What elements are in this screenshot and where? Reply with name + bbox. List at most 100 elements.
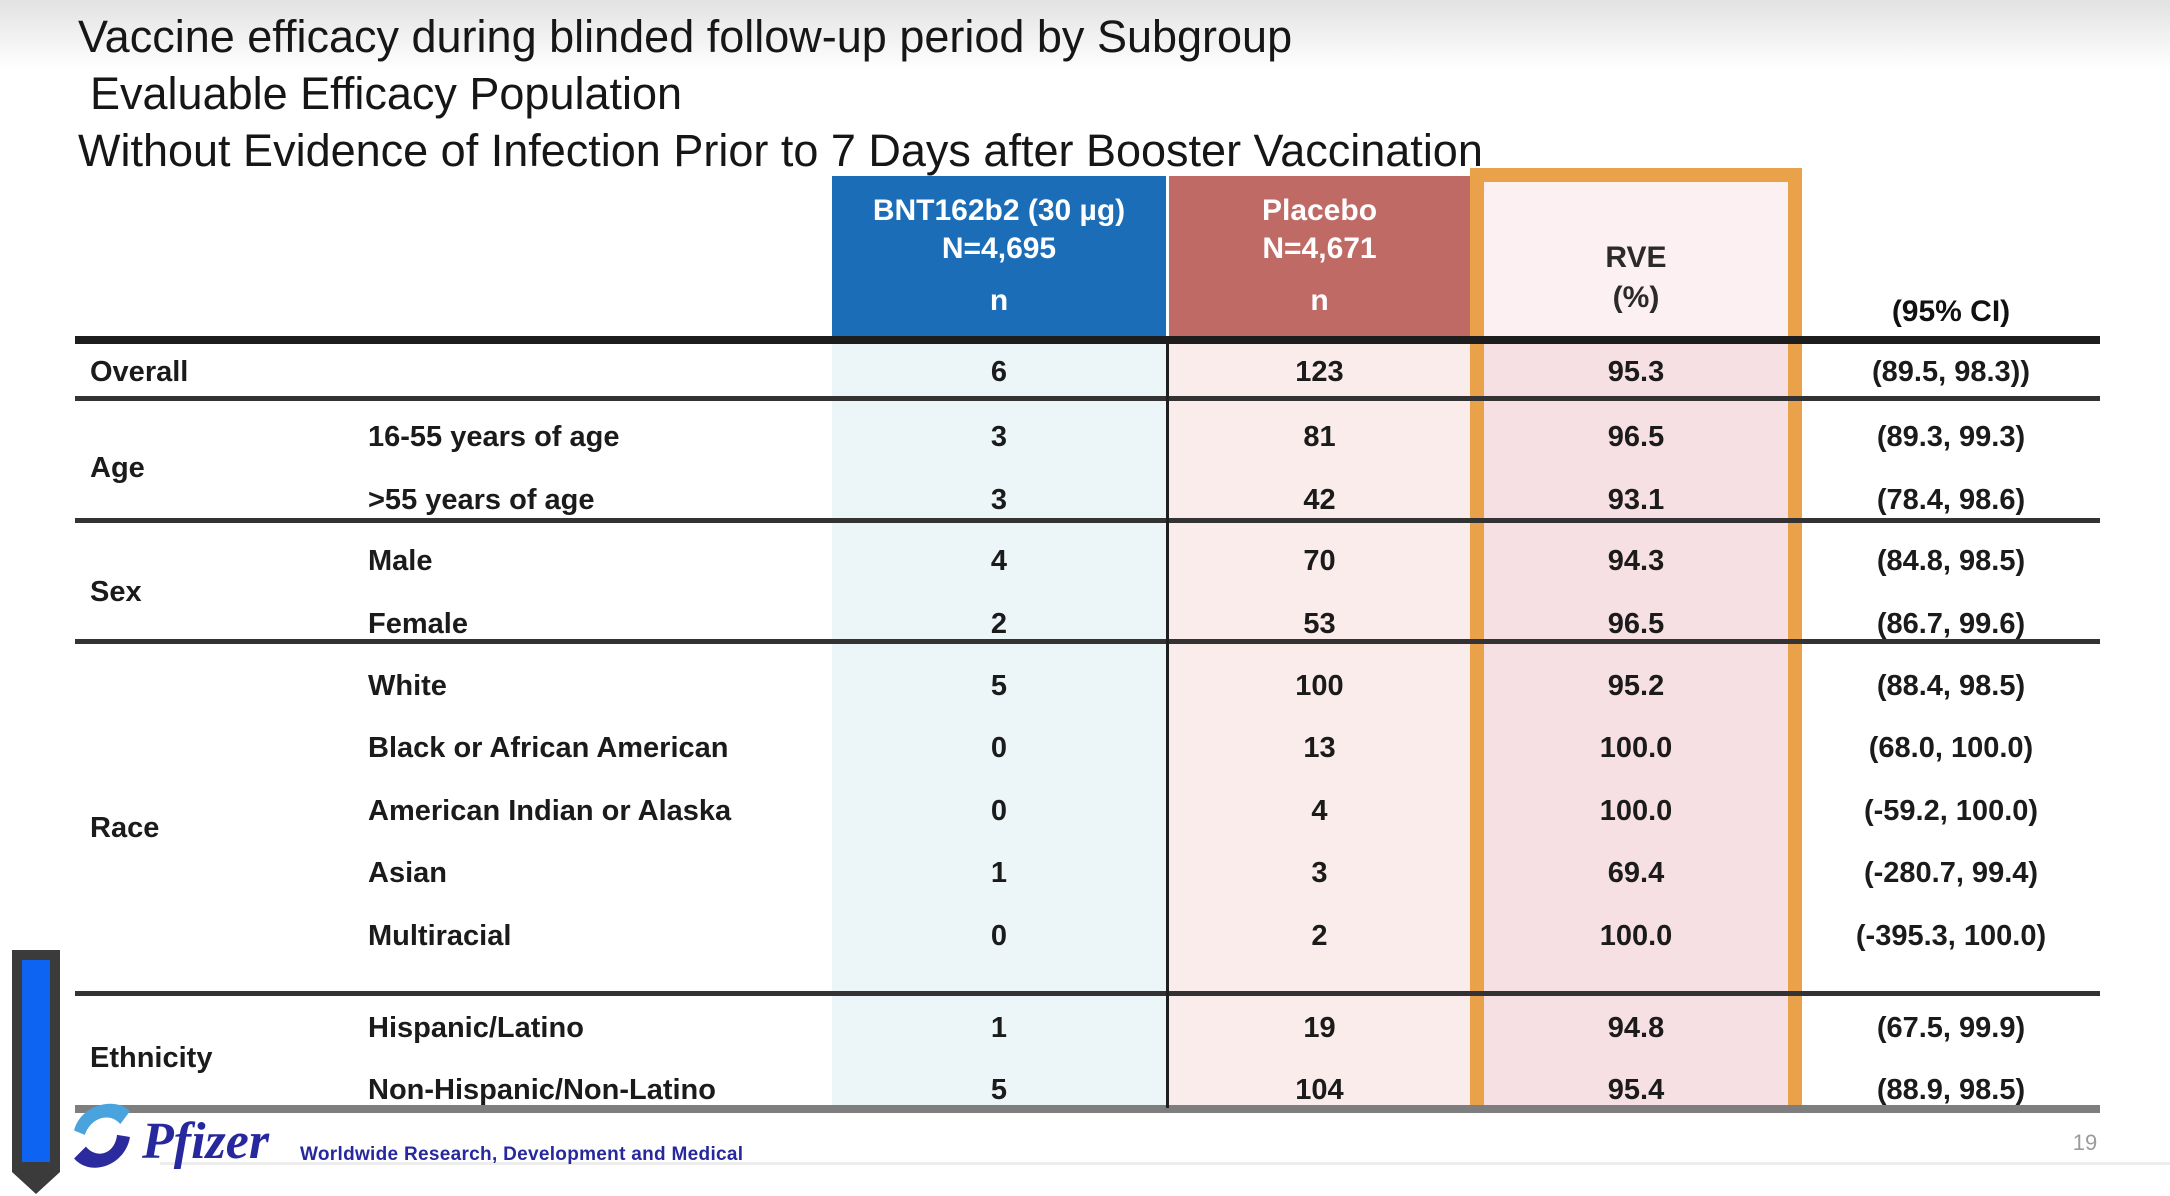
title-line-3: Without Evidence of Infection Prior to 7…	[78, 125, 1483, 176]
cell-bnt: 6	[990, 356, 1008, 388]
cell-ci: (67.5, 99.9)	[1876, 1012, 2026, 1044]
rve-header-tint	[1484, 182, 1788, 338]
bnt-header-n-total: N=4,695	[941, 232, 1057, 265]
bnt-placebo-divider	[1166, 341, 1169, 1108]
cell-rve: 93.1	[1607, 484, 1665, 516]
slide-title: Vaccine efficacy during blinded follow-u…	[78, 8, 1483, 179]
cell-ci: (89.3, 99.3)	[1876, 421, 2026, 453]
row-sublabel: Female	[368, 608, 468, 640]
cell-rve: 69.4	[1607, 857, 1665, 889]
table-row: American Indian or Alaska 0 4 100.0 (-59…	[0, 789, 2170, 833]
cell-placebo: 100	[1295, 670, 1344, 702]
scrubber-marker-tip[interactable]	[12, 1172, 60, 1194]
placebo-header-name: Placebo	[1261, 194, 1378, 227]
row-sublabel: White	[368, 670, 447, 702]
cell-placebo: 123	[1295, 356, 1344, 388]
footer-divider	[160, 1162, 2170, 1165]
cell-rve: 100.0	[1599, 795, 1673, 827]
title-line-2: Evaluable Efficacy Population	[90, 68, 683, 119]
placebo-header-n: n	[1310, 284, 1329, 317]
col-header-placebo: Placebo N=4,671 n	[1169, 176, 1470, 341]
cell-bnt: 3	[990, 484, 1008, 516]
separator-after-age	[75, 518, 2100, 523]
cell-rve: 95.3	[1607, 356, 1665, 388]
cell-placebo: 19	[1303, 1012, 1336, 1044]
cell-bnt: 3	[990, 421, 1008, 453]
cell-bnt: 4	[990, 545, 1008, 577]
row-sublabel: Asian	[368, 857, 447, 889]
cell-ci: (-280.7, 99.4)	[1863, 857, 2039, 889]
table-row: Male 4 70 94.3 (84.8, 98.5)	[0, 539, 2170, 583]
table-row: Non-Hispanic/Non-Latino 5 104 95.4 (88.9…	[0, 1068, 2170, 1112]
cell-placebo: 42	[1303, 484, 1336, 516]
cell-bnt: 0	[990, 732, 1008, 764]
cell-rve: 100.0	[1599, 920, 1673, 952]
cell-placebo: 70	[1303, 545, 1336, 577]
cell-ci: (88.4, 98.5)	[1876, 670, 2026, 702]
rve-header-name: RVE	[1605, 241, 1667, 274]
cell-bnt: 0	[990, 795, 1008, 827]
scrubber-marker[interactable]	[12, 950, 60, 1172]
row-sublabel: 16-55 years of age	[368, 421, 620, 453]
group-label-sex: Sex	[90, 576, 142, 608]
cell-ci: (86.7, 99.6)	[1876, 608, 2026, 640]
cell-placebo: 81	[1303, 421, 1336, 453]
table-row: 16-55 years of age 3 81 96.5 (89.3, 99.3…	[0, 415, 2170, 459]
table-bottom-rule	[75, 1105, 2100, 1113]
cell-bnt: 2	[990, 608, 1008, 640]
header-underline	[75, 336, 2100, 344]
table-row: Hispanic/Latino 1 19 94.8 (67.5, 99.9)	[0, 1006, 2170, 1050]
footer-tagline: Worldwide Research, Development and Medi…	[300, 1144, 744, 1165]
separator-after-overall	[75, 396, 2100, 401]
cell-placebo: 2	[1311, 920, 1328, 952]
cell-bnt: 5	[990, 670, 1008, 702]
separator-after-sex	[75, 639, 2100, 644]
row-sublabel: Male	[368, 545, 433, 577]
cell-placebo: 4	[1311, 795, 1328, 827]
rve-header-unit: (%)	[1612, 281, 1660, 314]
cell-bnt: 1	[990, 857, 1008, 889]
cell-rve: 94.8	[1607, 1012, 1665, 1044]
title-line-1: Vaccine efficacy during blinded follow-u…	[78, 11, 1293, 62]
row-sublabel: American Indian or Alaska	[368, 795, 732, 827]
row-sublabel: Black or African American	[368, 732, 729, 764]
table-row: Multiracial 0 2 100.0 (-395.3, 100.0)	[0, 914, 2170, 958]
cell-bnt: 0	[990, 920, 1008, 952]
bnt-header-name: BNT162b2 (30 µg)	[872, 194, 1126, 227]
placebo-column-tint	[1169, 344, 1470, 1105]
row-sublabel: Hispanic/Latino	[368, 1012, 584, 1044]
top-gradient	[0, 0, 2170, 70]
group-label-age: Age	[90, 452, 145, 484]
cell-placebo: 3	[1311, 857, 1328, 889]
pfizer-logo-icon	[64, 1094, 140, 1185]
cell-placebo: 53	[1303, 608, 1336, 640]
cell-ci: (-395.3, 100.0)	[1855, 920, 2047, 952]
cell-placebo: 13	[1303, 732, 1336, 764]
group-label-ethnicity: Ethnicity	[90, 1042, 213, 1074]
col-header-rve: RVE (%)	[1484, 238, 1788, 318]
cell-rve: 94.3	[1607, 545, 1665, 577]
table-row: Asian 1 3 69.4 (-280.7, 99.4)	[0, 851, 2170, 895]
bnt-header-n: n	[989, 284, 1009, 317]
pfizer-wordmark: Pfizer	[142, 1113, 270, 1170]
cell-bnt: 1	[990, 1012, 1008, 1044]
placebo-header-n-total: N=4,671	[1262, 232, 1377, 265]
cell-placebo: 104	[1295, 1074, 1344, 1106]
table-row: 6 123 95.3 (89.5, 98.3))	[0, 350, 2170, 394]
cell-ci: (78.4, 98.6)	[1876, 484, 2026, 516]
cell-rve: 96.5	[1607, 608, 1665, 640]
group-label-race: Race	[90, 812, 160, 844]
cell-rve: 96.5	[1607, 421, 1665, 453]
separator-after-race	[75, 991, 2100, 996]
row-sublabel: Non-Hispanic/Non-Latino	[368, 1074, 716, 1106]
page-number: 19	[2072, 1130, 2098, 1155]
cell-rve: 95.2	[1607, 670, 1665, 702]
cell-ci: (88.9, 98.5)	[1876, 1074, 2026, 1106]
col-header-ci: (95% CI)	[1891, 295, 2011, 328]
col-header-bnt: BNT162b2 (30 µg) N=4,695 n	[832, 176, 1166, 341]
table-row: >55 years of age 3 42 93.1 (78.4, 98.6)	[0, 478, 2170, 522]
row-sublabel: >55 years of age	[368, 484, 595, 516]
cell-rve: 95.4	[1607, 1074, 1665, 1106]
cell-ci: (-59.2, 100.0)	[1863, 795, 2039, 827]
